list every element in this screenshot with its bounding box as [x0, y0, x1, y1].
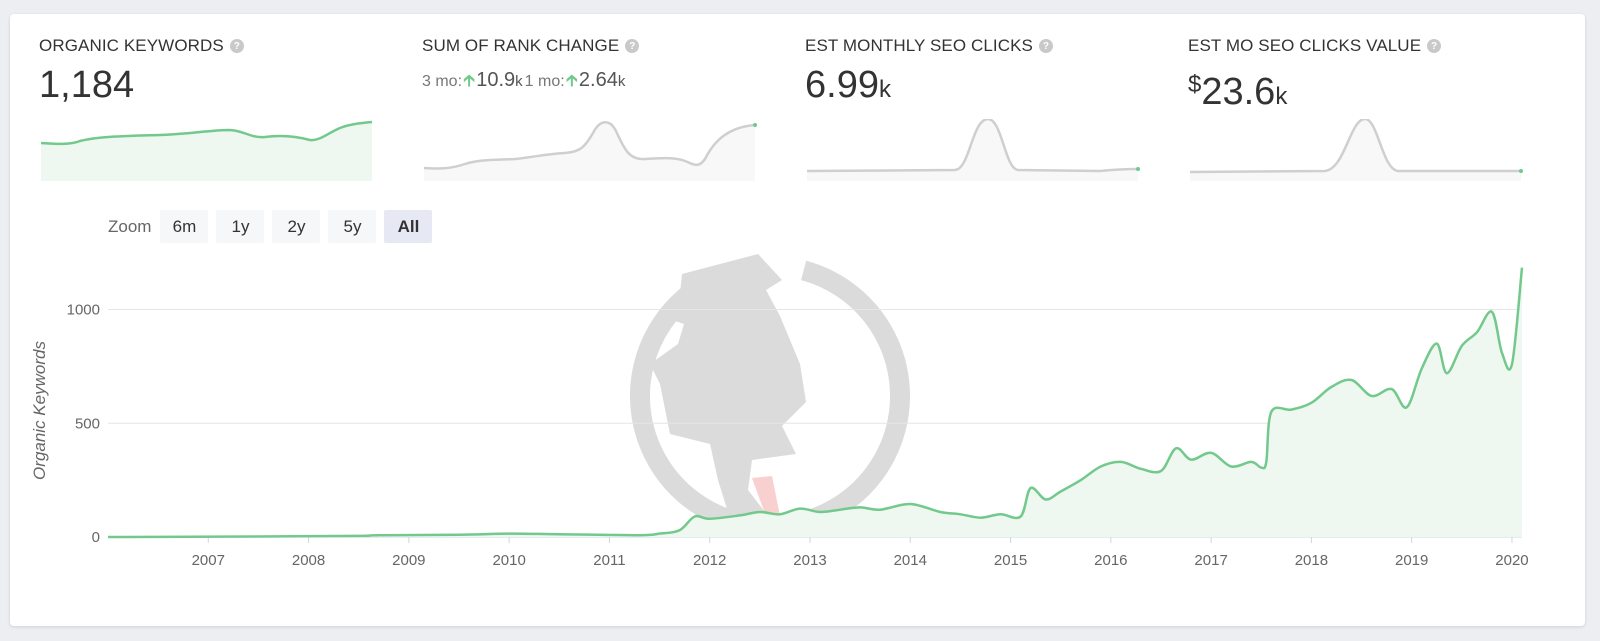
zoom-label: Zoom: [108, 216, 152, 236]
x-tick-label: 2009: [392, 552, 425, 569]
zoom-5y-button[interactable]: 5y: [328, 210, 377, 243]
zoom-2y-button[interactable]: 2y: [272, 210, 321, 243]
sparkline-clicks-value: [1189, 119, 1523, 181]
x-tick-label: 2015: [994, 552, 1027, 569]
sparkline-rank-change: [423, 121, 757, 181]
arrow-up-icon: 🡱: [463, 71, 476, 90]
metric-title: EST MO SEO CLICKS VALUE: [1188, 36, 1422, 55]
x-tick-label: 2019: [1395, 552, 1428, 569]
help-icon[interactable]: ?: [625, 39, 640, 53]
sparkline-monthly-clicks: [806, 119, 1140, 181]
x-tick-label: 2008: [292, 552, 325, 569]
sum-rank-change-metric: SUM OF RANK CHANGE ? 3 mo: 🡱 10.9 k 1 mo…: [422, 36, 762, 97]
y-tick-label: 500: [75, 415, 100, 432]
x-tick-label: 2016: [1094, 552, 1127, 569]
metric-value: 6.99k: [805, 64, 891, 106]
metric-title: EST MONTHLY SEO CLICKS: [805, 36, 1033, 55]
sparklines: [40, 119, 1523, 181]
y-axis-title: Organic Keywords: [30, 341, 49, 480]
zoom-1y-button[interactable]: 1y: [216, 210, 265, 243]
sparkline-organic-keywords: [40, 120, 373, 181]
zoom-controls: Zoom 6m 1y 2y 5y All: [108, 210, 433, 243]
x-tick-label: 2013: [793, 552, 826, 569]
arrow-up-icon: 🡱: [565, 71, 578, 90]
x-tick-label: 2010: [492, 552, 525, 569]
y-tick-label: 0: [92, 529, 100, 546]
est-clicks-value-metric: EST MO SEO CLICKS VALUE ? $23.6k: [1188, 36, 1528, 117]
metric-value: 1,184: [39, 64, 135, 106]
x-tick-label: 2012: [693, 552, 726, 569]
organic-keywords-metric: ORGANIC KEYWORDS ? 1,184: [39, 36, 379, 105]
help-icon[interactable]: ?: [229, 39, 244, 53]
rank-change-values: 3 mo: 🡱 10.9 k 1 mo: 🡱 2.64 k: [422, 68, 762, 97]
x-tick-label: 2011: [593, 552, 625, 569]
help-icon[interactable]: ?: [1038, 39, 1053, 53]
zoom-6m-button[interactable]: 6m: [160, 210, 209, 243]
help-icon[interactable]: ?: [1427, 39, 1442, 53]
y-tick-label: 1000: [67, 302, 100, 319]
x-tick-label: 2017: [1194, 552, 1227, 569]
x-tick-label: 2014: [894, 552, 927, 569]
x-tick-label: 2018: [1295, 552, 1328, 569]
series-line: [107, 267, 1524, 539]
series-area: [108, 267, 1522, 537]
organic-keywords-chart: 0 500 1000 Organic Keywords 2007 2008 2009 2010…: [30, 267, 1529, 569]
est-monthly-clicks-metric: EST MONTHLY SEO CLICKS ? 6.99k: [805, 36, 1145, 110]
x-tick-label: 2007: [192, 552, 225, 569]
metric-title: SUM OF RANK CHANGE: [422, 36, 620, 55]
overview-card: ORGANIC KEYWORDS ? 1,184 SUM OF RANK CHA…: [10, 14, 1585, 626]
x-tick-label: 2020: [1495, 552, 1528, 569]
zoom-all-button[interactable]: All: [384, 210, 433, 243]
metric-title: ORGANIC KEYWORDS: [39, 36, 224, 55]
metric-value: $23.6k: [1188, 71, 1288, 113]
